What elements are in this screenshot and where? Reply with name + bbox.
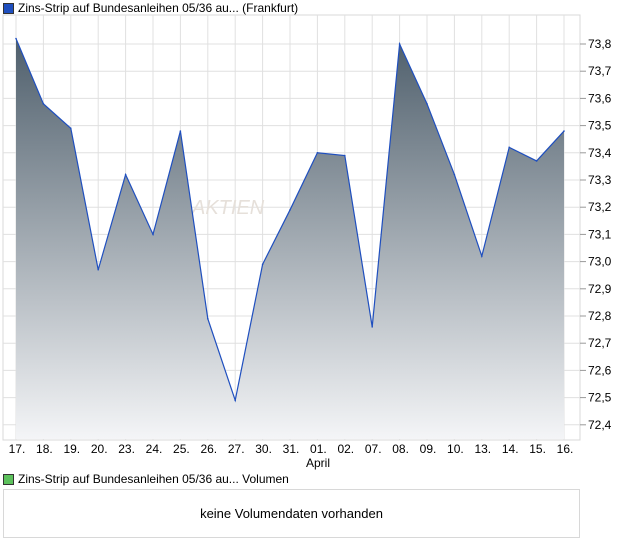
data-point	[535, 160, 538, 162]
x-tick-label: 01.	[310, 442, 327, 456]
y-tick-label: 73,6	[588, 91, 612, 105]
x-tick-label: 18.	[36, 442, 53, 456]
y-tick-label: 73,4	[588, 146, 612, 160]
watermark: AKTIEN	[191, 197, 265, 219]
month-label: April	[306, 456, 330, 470]
data-point	[207, 317, 209, 320]
data-point	[179, 130, 182, 132]
data-point	[15, 37, 17, 40]
data-point	[152, 233, 154, 236]
y-tick-label: 73,3	[588, 173, 612, 187]
data-point	[261, 263, 264, 266]
price-chart: AKTIEN 17. 18. 19. 20. 23. 24. 25. 26. 27. 30. 31.…	[2, 14, 612, 470]
data-point	[316, 152, 319, 154]
y-tick-label: 73,7	[588, 64, 612, 78]
x-tick-label: 19.	[63, 442, 80, 456]
volume-legend: Zins-Strip auf Bundesanleihen 05/36 au..…	[3, 472, 289, 486]
volume-legend-swatch	[3, 473, 14, 485]
x-tick-label: 16.	[557, 442, 574, 456]
no-volume-message: keine Volumendaten vorhanden	[200, 506, 383, 521]
y-tick-label: 72,5	[588, 391, 612, 405]
x-tick-label: 02.	[337, 442, 354, 456]
volume-legend-label: Zins-Strip auf Bundesanleihen 05/36 au..…	[18, 472, 289, 486]
price-legend-label: Zins-Strip auf Bundesanleihen 05/36 au..…	[18, 1, 299, 15]
data-point	[371, 326, 374, 328]
data-point	[398, 43, 401, 45]
x-tick-label: 25.	[173, 442, 190, 456]
y-tick-label: 72,6	[588, 363, 612, 377]
data-point	[289, 209, 291, 211]
y-tick-label: 72,7	[588, 336, 612, 350]
y-tick-label: 72,4	[588, 418, 612, 432]
x-tick-label: 14.	[502, 442, 519, 456]
data-point	[124, 173, 127, 176]
y-tick-label: 73,5	[588, 119, 612, 133]
data-point	[508, 146, 511, 149]
price-legend: Zins-Strip auf Bundesanleihen 05/36 au..…	[3, 1, 298, 15]
data-point	[453, 173, 456, 176]
data-point	[426, 103, 428, 105]
x-tick-label: 07.	[365, 442, 382, 456]
data-point	[563, 130, 565, 132]
x-tick-label: 24.	[146, 442, 163, 456]
x-tick-label: 10.	[447, 442, 464, 456]
x-tick-label: 26.	[200, 442, 217, 456]
data-point	[97, 268, 99, 271]
y-tick-label: 73,0	[588, 255, 612, 269]
y-tick-label: 73,8	[588, 37, 612, 51]
price-area	[16, 38, 564, 440]
data-point	[42, 103, 45, 105]
data-point	[481, 255, 483, 257]
x-tick-label: 13.	[474, 442, 491, 456]
price-legend-swatch	[3, 2, 14, 14]
volume-panel: keine Volumendaten vorhanden	[3, 489, 580, 538]
x-tick-label: 27.	[228, 442, 245, 456]
x-tick-label: 15.	[529, 442, 546, 456]
x-tick-label: 30.	[255, 442, 272, 456]
x-tick-label: 09.	[420, 442, 437, 456]
x-tick-label: 17.	[9, 442, 26, 456]
y-tick-label: 73,1	[588, 227, 612, 241]
y-tick-label: 72,9	[588, 282, 612, 296]
x-tick-label: 31.	[283, 442, 300, 456]
data-point	[344, 154, 346, 157]
x-tick-label: 08.	[392, 442, 409, 456]
y-tick-label: 72,8	[588, 309, 612, 323]
x-tick-label: 23.	[118, 442, 135, 456]
data-point	[70, 127, 72, 130]
data-point	[234, 399, 236, 402]
y-tick-label: 73,2	[588, 200, 612, 214]
x-tick-label: 20.	[91, 442, 108, 456]
